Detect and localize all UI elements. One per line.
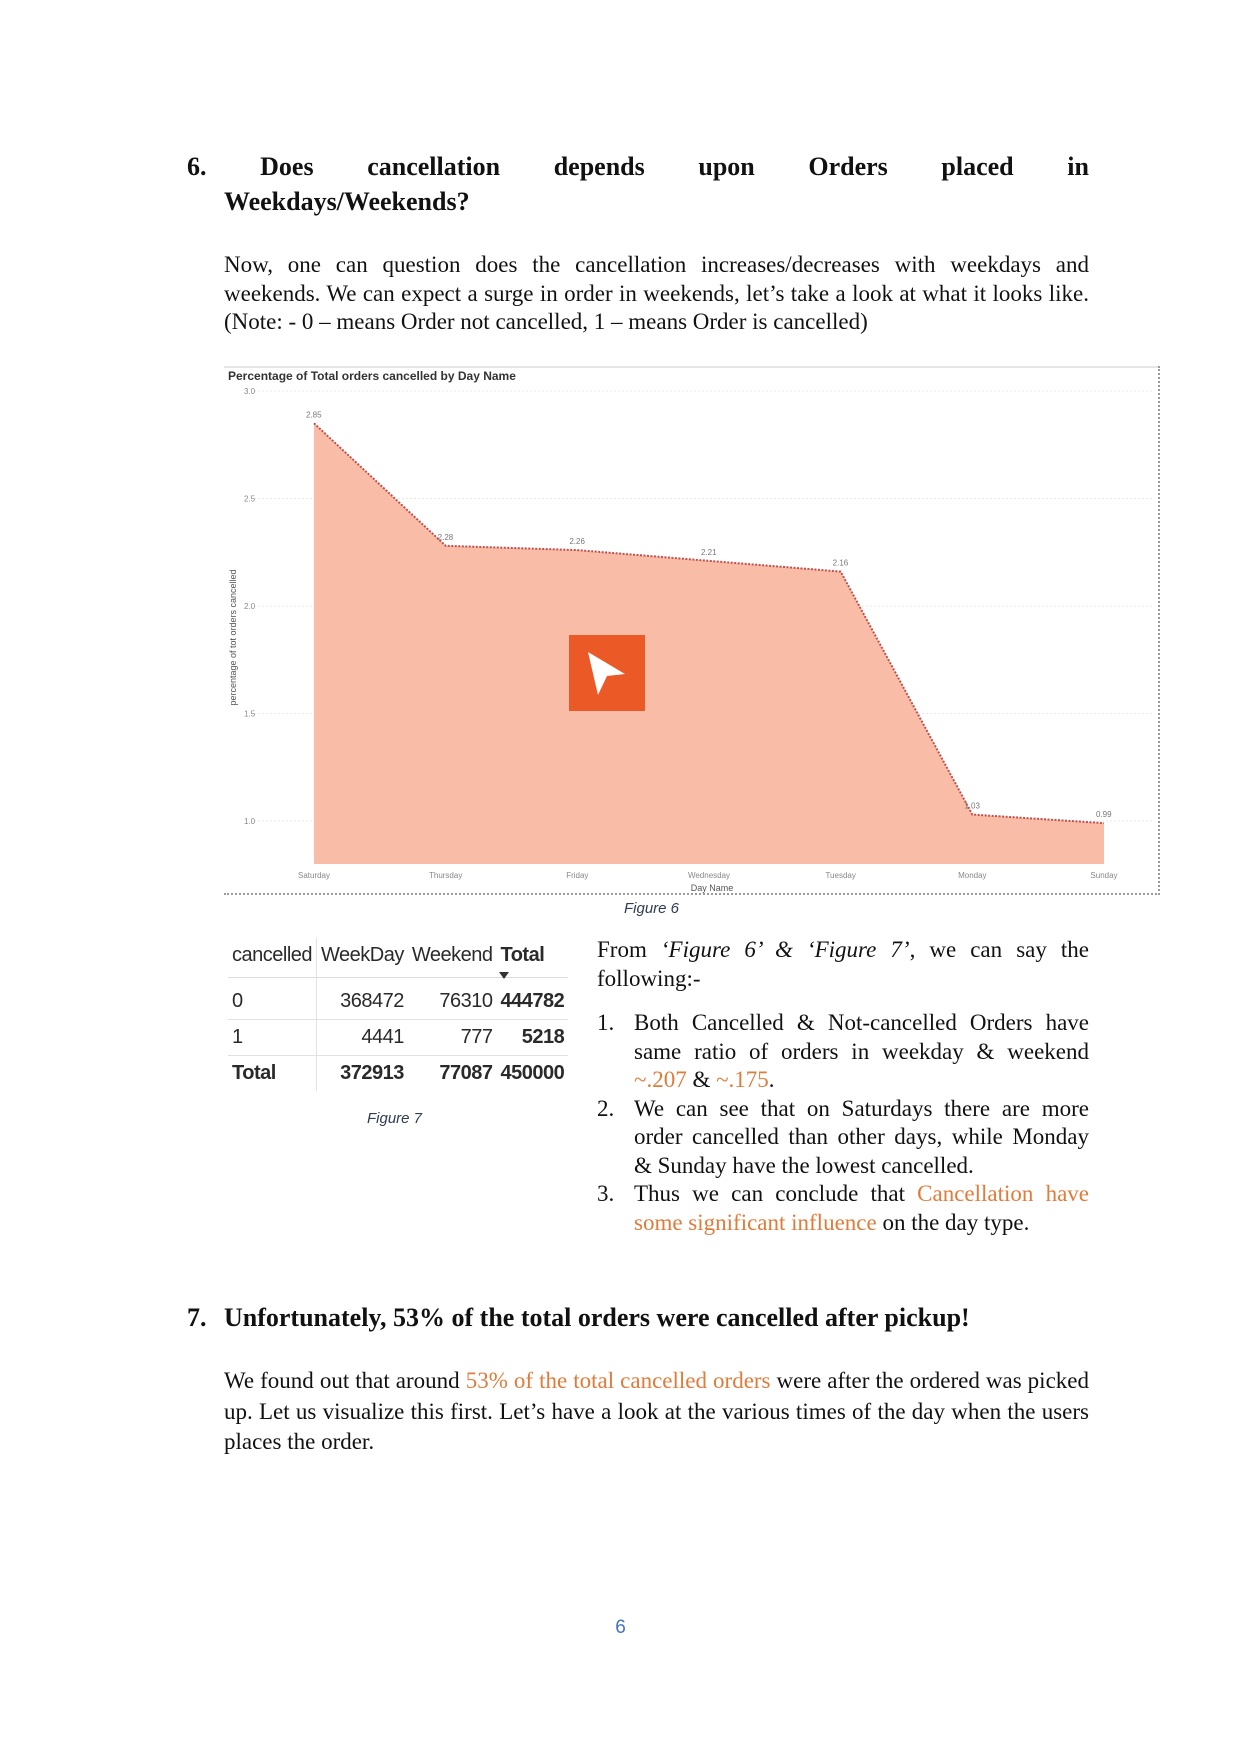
heading-word: cancellation — [367, 152, 501, 181]
x-tick-label: Friday — [566, 871, 588, 880]
data-label: 2.21 — [701, 548, 717, 557]
table-row: 0 368472 76310 444782 — [228, 977, 569, 1020]
x-axis-title: Day Name — [691, 883, 734, 893]
table-header-row: cancelled WeekDay Weekend Total — [228, 938, 569, 979]
header-weekday: WeekDay — [321, 944, 404, 966]
y-axis-title: percentage of tot orders cancelled — [228, 569, 238, 705]
chart-title: Percentage of Total orders cancelled by … — [228, 369, 516, 383]
data-label: 2.28 — [438, 533, 454, 542]
heading-word: in — [1067, 152, 1089, 181]
y-tick-label: 2.5 — [244, 495, 256, 504]
page-number: 6 — [615, 1617, 626, 1638]
cell-total: 450000 — [500, 1062, 565, 1084]
figure-7-caption: Figure 7 — [367, 1110, 423, 1127]
heading-word: placed — [941, 152, 1014, 181]
list-item: 2. We can see that on Saturdays there are… — [597, 1095, 1089, 1178]
findings-intro: From ‘Figure 6’ & ‘Figure 7’, we can say… — [597, 937, 1089, 991]
cell-weekday: 368472 — [340, 990, 404, 1012]
data-label: 1.03 — [964, 802, 980, 811]
play-logo-icon — [569, 635, 645, 711]
x-tick-label: Wednesday — [688, 871, 730, 880]
y-tick-label: 1.0 — [244, 817, 256, 826]
figure-6-chart: Percentage of Total orders cancelled by … — [224, 366, 1160, 895]
data-label: 2.26 — [569, 537, 585, 546]
table-total-row: Total 372913 77087 450000 — [228, 1055, 568, 1091]
section-6-number: 6. — [187, 152, 207, 181]
x-tick-label: Monday — [958, 871, 986, 880]
list-item: 1. Both Cancelled & Not-cancelled Orders … — [597, 1010, 1089, 1092]
x-tick-label: Tuesday — [825, 871, 855, 880]
y-tick-label: 1.5 — [244, 710, 256, 719]
heading-word: depends — [553, 152, 645, 181]
y-tick-label: 3.0 — [244, 387, 256, 396]
section-6-intro: Now, one can question does the cancellat… — [224, 252, 1089, 334]
cell-weekday: 4441 — [361, 1026, 404, 1048]
heading-word: upon — [698, 152, 755, 181]
figure-7-table: cancelled WeekDay Weekend Total 0 368472… — [228, 938, 569, 1091]
section-6-heading-line2: Weekdays/Weekends? — [224, 187, 470, 216]
findings-list: 1. Both Cancelled & Not-cancelled Orders … — [597, 1009, 1089, 1237]
section-7-paragraph: We found out that around 53% of the tota… — [224, 1368, 1089, 1454]
cell-total: 5218 — [521, 1026, 565, 1048]
area-fill — [314, 423, 1104, 864]
findings-block: From ‘Figure 6’ & ‘Figure 7’, we can say… — [597, 936, 1089, 1237]
section-6-heading: 6. Does cancellation depends upon Orders… — [187, 150, 1089, 183]
header-cancelled: cancelled — [228, 938, 318, 978]
area-chart: Percentage of Total orders cancelled by … — [224, 366, 1158, 893]
table-row: 1 4441 777 5218 — [228, 1019, 569, 1056]
section-7-heading: 7. Unfortunately, 53% of the total orders… — [187, 1303, 970, 1332]
figure-6-caption: Figure 6 — [624, 900, 680, 917]
cell-total: 444782 — [500, 990, 565, 1012]
heading-word: Does — [260, 152, 314, 181]
data-label: 2.85 — [306, 410, 322, 419]
series-line — [313, 422, 1105, 825]
heading-word: Orders — [808, 152, 888, 181]
data-label: 0.99 — [1096, 810, 1112, 819]
x-tick-label: Sunday — [1090, 871, 1117, 880]
cell-weekend: 77087 — [439, 1062, 493, 1084]
cell-weekday: 372913 — [340, 1062, 404, 1084]
x-tick-label: Saturday — [298, 871, 330, 880]
header-weekend: Weekend — [411, 944, 493, 966]
header-total[interactable]: Total — [496, 938, 568, 979]
row-label: 0 — [228, 977, 318, 1020]
row-label: Total — [228, 1055, 318, 1091]
sort-desc-icon[interactable] — [499, 972, 510, 979]
list-item: 3. Thus we can conclude that Cancellation… — [597, 1181, 1089, 1235]
x-tick-label: Thursday — [429, 871, 462, 880]
cell-weekend: 777 — [460, 1026, 493, 1048]
y-tick-label: 2.0 — [244, 602, 256, 611]
row-label: 1 — [228, 1019, 318, 1056]
data-label: 2.16 — [833, 559, 849, 568]
cell-weekend: 76310 — [439, 990, 493, 1012]
